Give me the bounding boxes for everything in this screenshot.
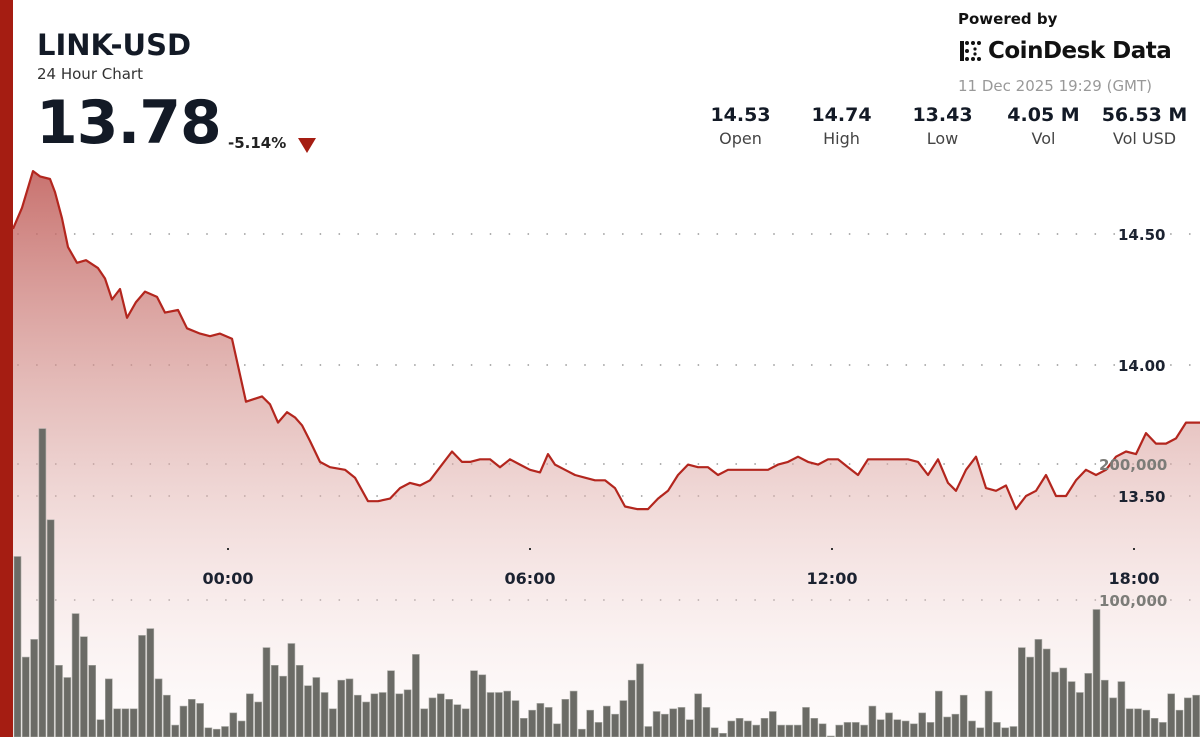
stat-label: Low [926, 129, 959, 148]
svg-text:06:00: 06:00 [505, 569, 556, 588]
chart-subtitle: 24 Hour Chart [37, 65, 143, 83]
stat-value: 56.53 M [1101, 104, 1188, 126]
brand-logo: CoinDesk Data [958, 38, 1172, 64]
stat-label: Vol USD [1112, 129, 1177, 148]
price-area [13, 171, 1200, 737]
svg-text:00:00: 00:00 [203, 569, 254, 588]
svg-text:14.00: 14.00 [1118, 357, 1165, 375]
powered-by-label: Powered by [958, 10, 1058, 28]
stat-low: 13.43 Low [892, 104, 993, 148]
stat-label: Open [719, 129, 762, 148]
stat-label: Vol [1031, 129, 1056, 148]
coindesk-logo-icon [960, 41, 981, 61]
svg-text:14.50: 14.50 [1118, 226, 1165, 244]
svg-text:12:00: 12:00 [807, 569, 858, 588]
stat-high: 14.74 High [791, 104, 892, 148]
current-price: 13.78 [36, 88, 222, 158]
price-change-pct: -5.14% [228, 134, 287, 152]
stat-label: High [823, 129, 860, 148]
volume-bars [13, 428, 1200, 737]
stat-open: 14.53 Open [690, 104, 791, 148]
timestamp: 11 Dec 2025 19:29 (GMT) [958, 77, 1153, 95]
accent-bar [0, 0, 13, 737]
y-axis-labels: 200,000 100,000 14.50 14.00 13.50 [1099, 226, 1167, 610]
stat-value: 14.74 [811, 104, 872, 126]
svg-text:200,000: 200,000 [1099, 456, 1167, 474]
stat-value: 14.53 [710, 104, 771, 126]
svg-text:18:00: 18:00 [1109, 569, 1160, 588]
stat-value: 13.43 [912, 104, 973, 126]
price-line [11, 170, 1200, 511]
svg-text:100,000: 100,000 [1099, 592, 1167, 610]
svg-text:13.50: 13.50 [1118, 488, 1165, 506]
stat-value: 4.05 M [1007, 104, 1080, 126]
x-axis-labels: 00:00 06:00 12:00 18:00 [203, 548, 1160, 588]
stat-vol-usd: 56.53 M Vol USD [1094, 104, 1195, 148]
brand-name: CoinDesk Data [988, 38, 1172, 64]
stats-panel: 14.53 Open 14.74 High 13.43 Low 4.05 M V… [690, 104, 1195, 148]
stat-vol: 4.05 M Vol [993, 104, 1094, 148]
symbol-title: LINK-USD [37, 28, 192, 62]
down-arrow-icon [298, 138, 316, 153]
